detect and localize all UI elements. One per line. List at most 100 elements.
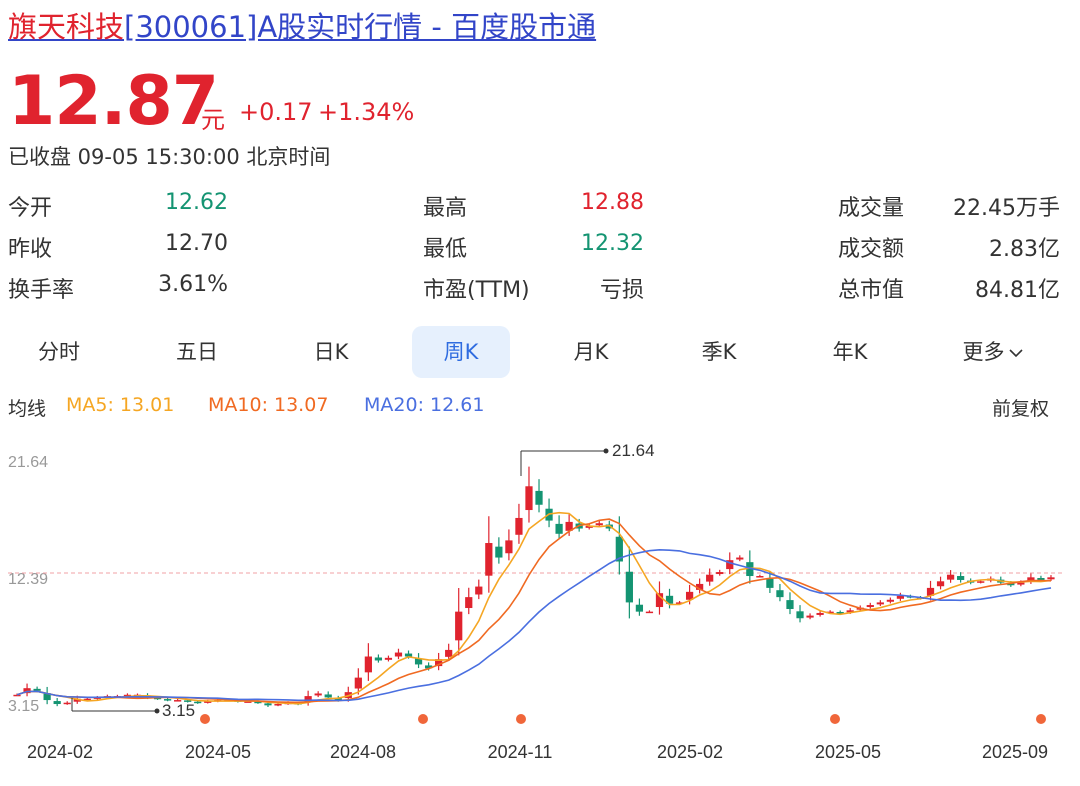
- candle-body[interactable]: [685, 591, 694, 600]
- kline-chart[interactable]: 21.64 12.39 3.15 21.64 3.15 2024-02 2024…: [0, 436, 1080, 786]
- candle-body[interactable]: [746, 562, 754, 577]
- candle-body[interactable]: [946, 574, 955, 580]
- event-dot[interactable]: [516, 714, 526, 724]
- candle-body[interactable]: [826, 611, 834, 614]
- candle-body[interactable]: [565, 521, 573, 531]
- candle-body[interactable]: [43, 693, 51, 701]
- candle-body[interactable]: [445, 649, 453, 657]
- candle-body[interactable]: [264, 703, 272, 706]
- candle-body[interactable]: [675, 602, 684, 604]
- candle-body[interactable]: [495, 546, 503, 558]
- candle-body[interactable]: [435, 659, 443, 667]
- tab-intraday[interactable]: 分时: [38, 340, 80, 364]
- candle-body[interactable]: [736, 557, 744, 560]
- candle-body[interactable]: [384, 657, 393, 660]
- candle-body[interactable]: [163, 699, 172, 701]
- candle-body[interactable]: [364, 656, 372, 673]
- candle-body[interactable]: [394, 652, 403, 657]
- candle-body[interactable]: [374, 657, 383, 661]
- event-dot[interactable]: [830, 714, 840, 724]
- tab-five-day[interactable]: 五日: [176, 340, 218, 364]
- candle-body[interactable]: [424, 665, 433, 669]
- candle-body[interactable]: [455, 611, 463, 641]
- candle-body[interactable]: [756, 576, 764, 578]
- candle-body[interactable]: [334, 698, 342, 701]
- adjust-mode-button[interactable]: 前复权: [992, 398, 1050, 420]
- tab-daily-k[interactable]: 日K: [313, 340, 349, 364]
- candle-body[interactable]: [706, 574, 714, 582]
- candle-body[interactable]: [977, 581, 985, 583]
- event-dot[interactable]: [1036, 714, 1046, 724]
- candle-body[interactable]: [716, 572, 724, 575]
- candle-body[interactable]: [665, 595, 674, 604]
- stock-title-rest[interactable]: [300061]A股实时行情 - 百度股市通: [124, 10, 597, 44]
- tab-monthly-k[interactable]: 月K: [573, 340, 609, 364]
- tab-more[interactable]: 更多: [938, 326, 1048, 378]
- candle-body[interactable]: [957, 576, 965, 580]
- candle-body[interactable]: [555, 523, 563, 534]
- candle-body[interactable]: [645, 611, 654, 614]
- candle-body[interactable]: [274, 704, 282, 706]
- candle-body[interactable]: [414, 658, 423, 665]
- page-title[interactable]: 旗天科技[300061]A股实时行情 - 百度股市通: [8, 4, 596, 46]
- candle-body[interactable]: [254, 701, 262, 704]
- candle-body[interactable]: [13, 694, 21, 697]
- tab-yearly-k[interactable]: 年K: [832, 340, 868, 364]
- candle-body[interactable]: [53, 701, 61, 705]
- candle-body[interactable]: [465, 597, 473, 609]
- candle-body[interactable]: [625, 571, 633, 603]
- candle-body[interactable]: [505, 540, 513, 554]
- candle-body[interactable]: [475, 586, 483, 595]
- candle-body[interactable]: [515, 517, 523, 535]
- candle-body[interactable]: [936, 581, 945, 587]
- candle-body[interactable]: [816, 612, 824, 615]
- candle-body[interactable]: [595, 523, 603, 526]
- candle-body[interactable]: [535, 490, 543, 505]
- candle-body[interactable]: [174, 700, 182, 702]
- candle-body[interactable]: [806, 615, 814, 618]
- candle-body[interactable]: [726, 560, 734, 570]
- candle-body[interactable]: [324, 694, 332, 698]
- candle-body[interactable]: [304, 696, 312, 703]
- stock-name-link[interactable]: 旗天科技: [8, 10, 125, 44]
- candle-body[interactable]: [204, 701, 212, 703]
- candle-body[interactable]: [63, 702, 71, 705]
- candle-body[interactable]: [886, 599, 894, 602]
- candle-body[interactable]: [866, 605, 874, 608]
- candle-body[interactable]: [485, 543, 493, 576]
- candle-body[interactable]: [796, 611, 804, 619]
- candle-body[interactable]: [354, 677, 362, 689]
- candle-body[interactable]: [153, 697, 162, 700]
- candle-body[interactable]: [846, 610, 854, 613]
- candle-body[interactable]: [404, 653, 413, 657]
- tab-quarterly-k[interactable]: 季K: [701, 340, 737, 364]
- candle-body[interactable]: [696, 583, 704, 590]
- candle-body[interactable]: [766, 578, 774, 588]
- candle-body[interactable]: [786, 600, 794, 610]
- candle-body[interactable]: [314, 693, 322, 696]
- candle-body[interactable]: [1007, 583, 1015, 586]
- candle-body[interactable]: [836, 611, 844, 614]
- candle-body[interactable]: [615, 536, 623, 562]
- candle-body[interactable]: [635, 604, 644, 612]
- candle-body[interactable]: [123, 694, 132, 697]
- candle-body[interactable]: [525, 486, 533, 511]
- candle-body[interactable]: [194, 701, 202, 704]
- candle-body[interactable]: [1047, 577, 1055, 580]
- candle-body[interactable]: [23, 688, 31, 694]
- candle-body[interactable]: [1027, 577, 1035, 582]
- tab-weekly-k[interactable]: 周K: [412, 326, 510, 378]
- candle-body[interactable]: [926, 587, 935, 596]
- candle-body[interactable]: [896, 595, 905, 599]
- candle-body[interactable]: [244, 701, 252, 703]
- candle-body[interactable]: [93, 697, 101, 699]
- candle-body[interactable]: [83, 698, 91, 701]
- candle-body[interactable]: [33, 688, 41, 691]
- candle-body[interactable]: [776, 590, 784, 598]
- candle-body[interactable]: [1017, 582, 1025, 585]
- candle-body[interactable]: [184, 700, 192, 702]
- event-dot[interactable]: [200, 714, 210, 724]
- candle-body[interactable]: [876, 602, 884, 605]
- candle-body[interactable]: [73, 698, 81, 702]
- candle-body[interactable]: [1037, 577, 1045, 580]
